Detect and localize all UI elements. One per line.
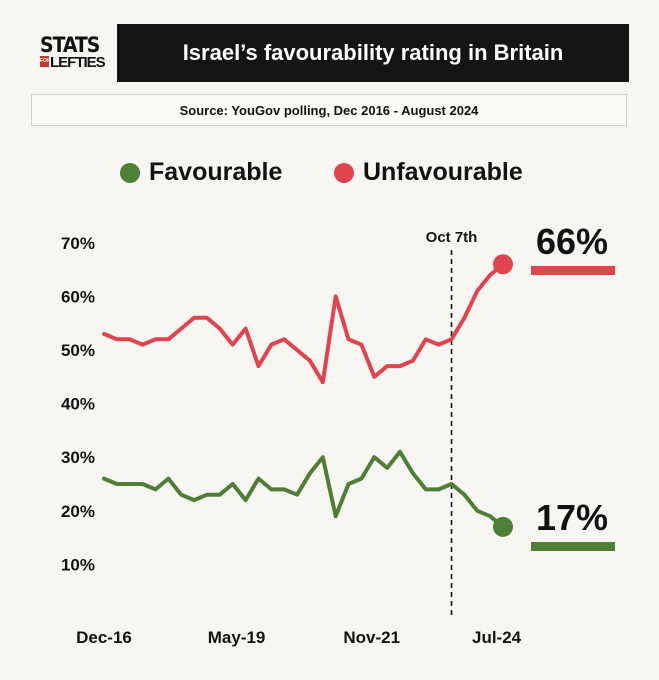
data-point-unfavourable [347,337,351,341]
end-marker-favourable [493,516,513,537]
legend-item-unfavourable: Unfavourable [334,158,523,187]
chart-title: Israel’s favourability rating in Britain [117,24,629,82]
data-point-unfavourable [244,327,248,331]
x-tick-label: Jul-24 [472,628,522,647]
logo: STATS FOR LEFTIES [40,33,106,76]
data-point-favourable [424,487,428,491]
data-point-favourable [475,509,479,513]
data-point-unfavourable [334,294,338,298]
x-tick-label: Dec-16 [76,628,132,647]
data-point-unfavourable [282,337,286,341]
logo-for-text: FOR [40,56,51,67]
legend-item-favourable: Favourable [120,158,282,187]
data-point-favourable [308,471,312,475]
data-point-unfavourable [398,364,402,368]
data-point-favourable [411,471,415,475]
data-point-favourable [102,477,106,481]
data-point-favourable [347,482,351,486]
data-point-favourable [334,514,338,518]
data-point-favourable [115,482,119,486]
data-point-unfavourable [256,364,260,368]
legend-favourable-label: Favourable [149,158,283,186]
series-line-favourable [102,449,505,529]
legend-unfavourable-dot [334,162,354,183]
data-point-unfavourable [128,337,132,341]
x-tick-label: Nov-21 [343,628,400,647]
data-point-favourable [282,487,286,491]
data-point-unfavourable [385,364,389,368]
end-value-label-favourable: 17% [536,497,608,538]
y-tick-label: 20% [61,502,95,521]
data-point-unfavourable [231,343,235,347]
data-point-favourable [321,455,325,459]
data-point-favourable [205,493,209,497]
data-point-favourable [437,487,441,491]
y-tick-label: 40% [61,395,95,414]
series-line-unfavourable [102,262,505,385]
data-point-unfavourable [437,343,441,347]
data-point-favourable [256,477,260,481]
y-tick-label: 50% [61,341,95,360]
y-tick-label: 10% [61,555,95,574]
data-point-favourable [141,482,145,486]
data-point-unfavourable [372,375,376,379]
y-tick-label: 30% [61,448,95,467]
oct7-marker-label: Oct 7th [426,229,478,246]
legend-unfavourable-label: Unfavourable [363,158,523,186]
data-point-unfavourable [166,337,170,341]
data-point-favourable [128,482,132,486]
data-point-unfavourable [359,343,363,347]
data-point-favourable [192,498,196,502]
data-point-unfavourable [424,337,428,341]
data-point-favourable [450,482,454,486]
data-point-unfavourable [295,348,299,352]
data-point-unfavourable [102,332,106,336]
data-point-unfavourable [205,316,209,320]
data-point-favourable [385,466,389,470]
data-point-favourable [153,487,157,491]
data-point-unfavourable [308,359,312,363]
data-point-favourable [244,498,248,502]
data-point-unfavourable [179,327,183,331]
legend-favourable-dot [120,162,140,183]
end-value-label-unfavourable: 66% [536,221,608,262]
y-tick-label: 70% [61,234,95,253]
data-point-favourable [231,482,235,486]
data-point-unfavourable [218,327,222,331]
data-point-unfavourable [488,273,492,277]
data-point-unfavourable [411,359,415,363]
data-point-favourable [462,493,466,497]
data-point-favourable [218,493,222,497]
data-point-favourable [295,493,299,497]
end-value-bar-favourable [531,542,615,551]
end-value-bar-unfavourable [531,266,615,275]
data-point-unfavourable [462,316,466,320]
data-point-favourable [179,493,183,497]
data-point-favourable [166,477,170,481]
source-note: Source: YouGov polling, Dec 2016 - Augus… [31,94,627,126]
end-marker-unfavourable [493,254,513,275]
data-point-favourable [359,477,363,481]
data-point-unfavourable [269,343,273,347]
data-point-unfavourable [321,380,325,384]
data-point-unfavourable [450,337,454,341]
x-tick-label: May-19 [208,628,266,647]
data-point-unfavourable [115,337,119,341]
logo-stats-text: STATS [40,33,100,57]
logo-lefties-text: LEFTIES [50,54,106,71]
data-point-unfavourable [475,289,479,293]
data-point-favourable [269,487,273,491]
data-point-unfavourable [153,337,157,341]
data-point-favourable [398,450,402,454]
data-point-unfavourable [192,316,196,320]
data-point-favourable [488,514,492,518]
data-point-unfavourable [141,343,145,347]
data-point-favourable [372,455,376,459]
y-tick-label: 60% [61,287,95,306]
